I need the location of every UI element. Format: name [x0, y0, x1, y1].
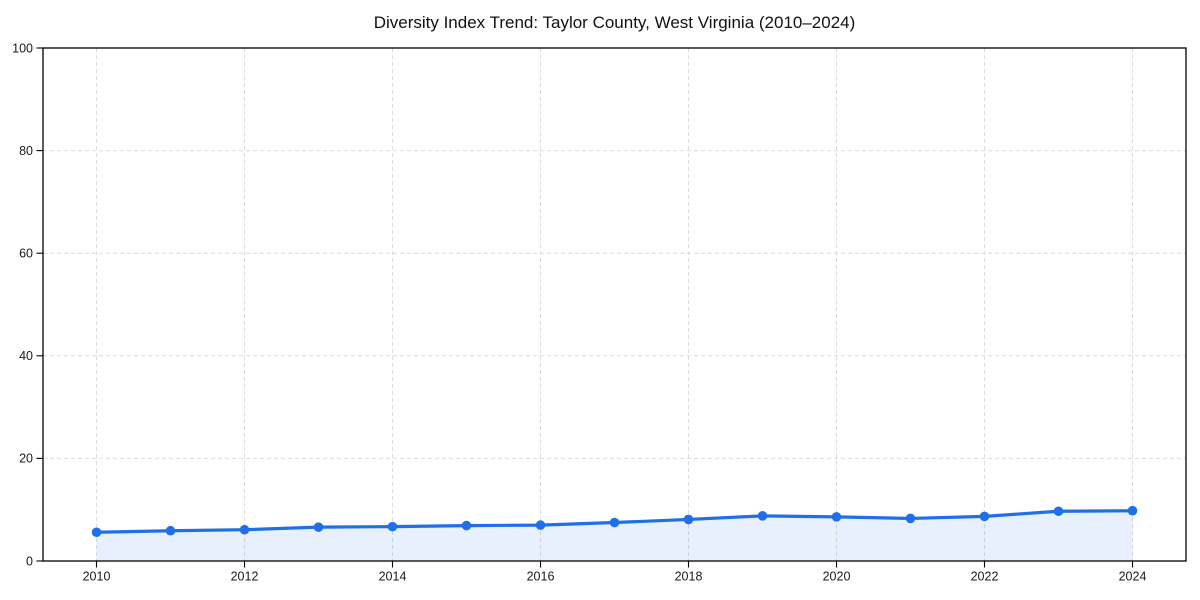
data-point — [239, 524, 250, 535]
data-point — [1053, 506, 1064, 517]
y-tick-label: 60 — [19, 247, 33, 261]
data-point — [979, 511, 990, 522]
data-point — [461, 520, 472, 531]
y-tick-label: 20 — [19, 452, 33, 466]
data-point — [165, 525, 176, 536]
plot-border — [42, 47, 1187, 562]
y-tick-label: 80 — [19, 144, 33, 158]
x-tick-label: 2012 — [231, 570, 259, 584]
axis-layer: 2010 2012 2014 2016 2018 2020 2022 2024 0 20 40 60 8… — [12, 41, 1187, 584]
data-point — [91, 527, 102, 538]
data-point — [757, 511, 768, 521]
y-tick-label: 100 — [12, 41, 33, 55]
data-point — [535, 520, 546, 530]
data-point — [1127, 505, 1138, 516]
data-point — [387, 521, 398, 532]
x-tick-label: 2024 — [1119, 570, 1147, 584]
x-tick-label: 2014 — [379, 570, 407, 584]
x-tick-label: 2010 — [83, 570, 111, 584]
data-point — [905, 513, 916, 524]
x-tick-label: 2016 — [527, 570, 555, 584]
x-tick-label: 2018 — [675, 570, 703, 584]
data-point — [609, 517, 620, 528]
data-point — [683, 514, 694, 525]
chart-title: Diversity Index Trend: Taylor County, We… — [374, 13, 856, 32]
grid-layer — [43, 48, 1186, 561]
data-point — [313, 522, 324, 532]
x-tick-label: 2022 — [971, 570, 999, 584]
y-tick-label: 0 — [26, 554, 33, 568]
series-layer — [91, 505, 1138, 561]
y-tick-label: 40 — [19, 349, 33, 363]
series-area — [96, 510, 1133, 561]
x-tick-label: 2020 — [823, 570, 851, 584]
data-point — [831, 512, 842, 522]
